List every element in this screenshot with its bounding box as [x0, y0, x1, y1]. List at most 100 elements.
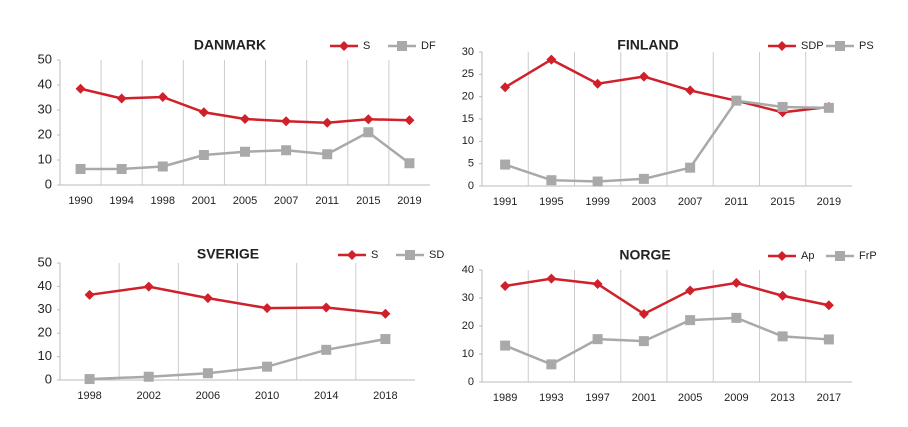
x-tick-label: 1989: [493, 392, 517, 404]
x-tick-label: 2013: [770, 392, 794, 404]
marker: [823, 334, 834, 345]
marker: [777, 251, 787, 261]
x-tick-label: 1997: [585, 392, 609, 404]
x-tick-label: 1999: [585, 196, 609, 208]
marker: [546, 175, 557, 186]
x-tick-label: 2017: [817, 392, 841, 404]
legend-label: SD: [429, 249, 444, 261]
marker: [500, 340, 511, 351]
marker: [777, 41, 787, 51]
marker: [84, 374, 95, 385]
x-tick-label: 2019: [817, 196, 841, 208]
y-tick-label: 0: [45, 176, 52, 191]
marker: [380, 308, 391, 319]
marker: [731, 277, 742, 288]
marker: [397, 41, 407, 51]
x-tick-label: 1998: [77, 390, 101, 402]
marker: [321, 302, 332, 313]
marker: [347, 250, 357, 260]
y-tick-label: 20: [38, 325, 52, 340]
series-line: [504, 58, 830, 114]
marker: [363, 114, 374, 125]
x-tick-label: 2003: [632, 196, 656, 208]
x-tick-label: 2001: [632, 392, 656, 404]
marker: [143, 281, 154, 292]
marker: [322, 117, 333, 128]
x-tick-label: 2014: [314, 390, 338, 402]
y-tick-label: 25: [462, 68, 474, 80]
legend-label: DF: [421, 40, 436, 52]
marker: [405, 250, 415, 260]
x-tick-label: 1990: [68, 195, 92, 207]
y-tick-label: 30: [462, 292, 474, 304]
marker: [777, 331, 788, 342]
marker: [546, 273, 557, 284]
x-tick-label: 1993: [539, 392, 563, 404]
x-tick-label: 1991: [493, 196, 517, 208]
marker: [75, 83, 86, 94]
marker: [685, 162, 696, 173]
x-tick-label: 2002: [137, 390, 161, 402]
marker: [404, 115, 415, 126]
marker: [75, 164, 86, 174]
marker: [638, 308, 649, 319]
y-tick-label: 30: [38, 301, 52, 316]
y-tick-label: 15: [462, 113, 474, 125]
legend-label: FrP: [859, 250, 877, 262]
x-tick-label: 2006: [196, 390, 220, 402]
chart-title: NORGE: [619, 247, 670, 263]
marker: [500, 159, 511, 170]
marker: [592, 334, 603, 345]
marker: [281, 116, 292, 127]
x-tick-label: 2018: [373, 390, 397, 402]
y-tick-label: 10: [462, 348, 474, 360]
marker: [823, 102, 834, 113]
marker: [240, 114, 250, 124]
x-tick-label: 2015: [356, 195, 380, 207]
chart-title: FINLAND: [617, 37, 678, 53]
series-line: [504, 316, 829, 366]
series-line: [89, 337, 386, 381]
marker: [240, 146, 250, 157]
marker: [116, 164, 127, 174]
marker: [835, 41, 845, 51]
marker: [835, 251, 845, 261]
x-tick-label: 2019: [397, 195, 421, 207]
series-line: [504, 277, 830, 316]
y-tick-label: 5: [468, 158, 474, 170]
y-tick-label: 10: [38, 348, 52, 363]
y-tick-label: 20: [462, 91, 474, 103]
x-tick-label: 2007: [678, 196, 702, 208]
marker: [500, 280, 511, 291]
marker: [322, 149, 333, 160]
marker: [363, 127, 374, 138]
legend-label: Ap: [801, 250, 814, 262]
y-tick-label: 10: [462, 135, 474, 147]
marker: [116, 93, 127, 104]
marker: [638, 71, 649, 82]
series-line: [89, 285, 386, 316]
y-tick-label: 0: [45, 371, 52, 386]
y-tick-label: 40: [38, 76, 52, 91]
y-tick-label: 20: [462, 320, 474, 332]
marker: [592, 78, 603, 89]
marker: [380, 334, 391, 345]
x-tick-label: 2015: [770, 196, 794, 208]
marker: [202, 293, 213, 304]
marker: [638, 173, 649, 184]
chart-title: SVERIGE: [197, 246, 259, 262]
x-tick-label: 2005: [678, 392, 702, 404]
marker: [339, 41, 349, 51]
x-tick-label: 1995: [539, 196, 563, 208]
marker: [281, 145, 292, 156]
x-tick-label: 2009: [724, 392, 748, 404]
x-tick-label: 2001: [192, 195, 216, 207]
legend-label: S: [363, 40, 370, 52]
marker: [262, 303, 273, 314]
marker: [198, 150, 209, 160]
marker: [546, 54, 557, 65]
marker: [685, 285, 696, 296]
marker: [592, 279, 603, 289]
marker: [157, 161, 168, 172]
